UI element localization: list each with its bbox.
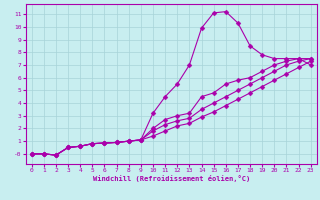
X-axis label: Windchill (Refroidissement éolien,°C): Windchill (Refroidissement éolien,°C) xyxy=(92,175,250,182)
